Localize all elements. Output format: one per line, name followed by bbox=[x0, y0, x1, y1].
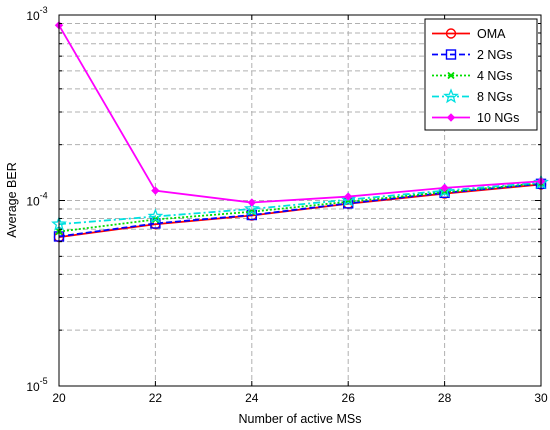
y-axis-label: Average BER bbox=[5, 162, 19, 238]
data-point-10-ngs bbox=[247, 198, 257, 207]
y-tick-base: 10 bbox=[26, 380, 40, 394]
legend-label-10-ngs: 10 NGs bbox=[477, 111, 519, 125]
data-point-10-ngs bbox=[151, 186, 160, 195]
axis-ticks bbox=[58, 14, 542, 387]
grid bbox=[59, 15, 541, 386]
legend-marker-10-ngs bbox=[446, 113, 456, 122]
legend-label-8-ngs: 8 NGs bbox=[477, 90, 512, 104]
series-line-oma bbox=[58, 183, 542, 238]
legend-box bbox=[424, 18, 538, 131]
legend-marker-8-ngs bbox=[443, 88, 459, 104]
series-10-ngs bbox=[54, 21, 546, 207]
series-line-4-ngs bbox=[58, 182, 542, 233]
legend-label-4-ngs: 4 NGs bbox=[477, 69, 512, 83]
legend-marker-oma bbox=[445, 28, 457, 39]
x-tick-label: 20 bbox=[52, 391, 66, 405]
x-tick-label: 22 bbox=[149, 391, 163, 405]
legend-marker-4-ngs bbox=[447, 71, 455, 80]
x-tick-label: 26 bbox=[342, 391, 356, 405]
y-tick-exponent: -3 bbox=[40, 5, 48, 15]
x-axis-label: Number of active MSs bbox=[239, 412, 362, 426]
legend-label-oma: OMA bbox=[477, 27, 506, 41]
y-tick-label: 10-5 bbox=[26, 376, 47, 394]
y-tick-label: 10-4 bbox=[26, 191, 47, 209]
x-tick-label: 30 bbox=[534, 391, 548, 405]
series-line-2-ngs bbox=[58, 182, 542, 238]
data-point-10-ngs bbox=[343, 192, 353, 201]
y-tick-exponent: -5 bbox=[40, 376, 48, 386]
legend: OMA 2 NGs 4 NGs 8 NGs 10 NGs bbox=[424, 18, 538, 131]
data-point-8-ngs bbox=[243, 200, 260, 216]
series-line-8-ngs bbox=[58, 181, 542, 226]
y-tick-exponent: -4 bbox=[40, 191, 48, 201]
y-tick-base: 10 bbox=[26, 195, 40, 209]
data-point-8-ngs bbox=[147, 208, 164, 224]
x-tick-label: 24 bbox=[245, 391, 259, 405]
legend-label-2-ngs: 2 NGs bbox=[477, 48, 512, 62]
y-tick-label: 10-3 bbox=[26, 5, 47, 23]
series-lines bbox=[51, 21, 549, 243]
data-point-10-ngs bbox=[440, 183, 449, 193]
y-tick-base: 10 bbox=[26, 9, 40, 23]
x-tick-label: 28 bbox=[438, 391, 452, 405]
legend-marker-2-ngs bbox=[445, 49, 457, 60]
series-line-10-ngs bbox=[58, 24, 542, 204]
